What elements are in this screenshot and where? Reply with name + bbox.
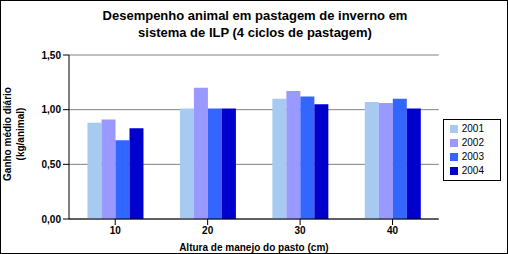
svg-text:30: 30 (295, 225, 307, 236)
html-text:Desempenho animal em pastagem: Desempenho animal em pastagem de inverno… (102, 8, 408, 23)
html-text:(kg/animal): (kg/animal) (15, 107, 26, 161)
svg-text:0,00: 0,00 (42, 214, 62, 225)
svg-text:0,50: 0,50 (42, 159, 62, 170)
svg-text:10: 10 (110, 225, 122, 236)
html-text:2003: 2003 (461, 151, 484, 162)
html-text:Ganho médio diário: Ganho médio diário (2, 87, 13, 181)
html-text:2002: 2002 (461, 137, 484, 148)
html-text:sistema de ILP (4 ciclos de pa: sistema de ILP (4 ciclos de pastagem) (138, 25, 372, 40)
svg-text:40: 40 (387, 225, 399, 236)
html-text:2001: 2001 (461, 123, 484, 134)
svg-text:1,00: 1,00 (42, 104, 62, 115)
svg-text:Altura de manejo do pasto (cm): Altura de manejo do pasto (cm) (179, 242, 328, 253)
html-text:2004: 2004 (461, 165, 484, 176)
svg-text:1,50: 1,50 (42, 50, 62, 61)
svg-text:20: 20 (202, 225, 214, 236)
